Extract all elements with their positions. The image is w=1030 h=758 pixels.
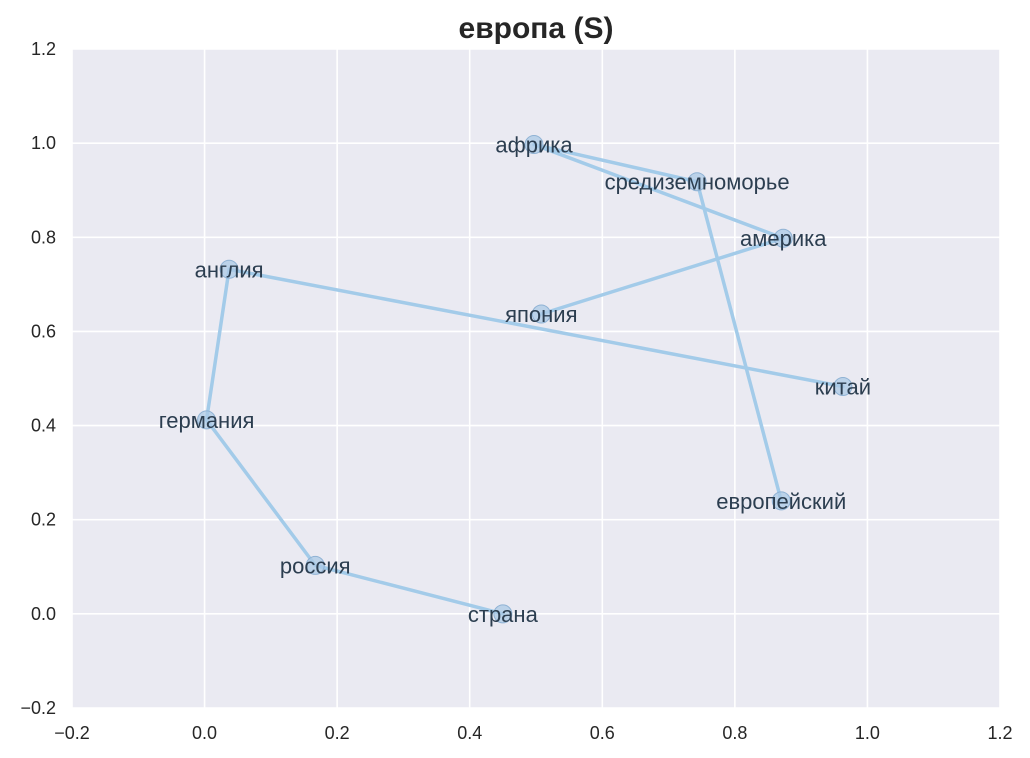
- chart-title: европа (S): [459, 12, 614, 45]
- x-tick-label: 0.2: [325, 723, 350, 743]
- y-tick-label: 0.4: [31, 416, 56, 436]
- y-tick-label: 0.0: [31, 604, 56, 624]
- point-labels: страна россия германия англия китай япония аме…: [159, 133, 871, 627]
- data-points: [197, 135, 853, 624]
- point-label: америка: [740, 226, 827, 251]
- point-label: страна: [468, 602, 539, 627]
- x-tick-label: −0.2: [54, 723, 90, 743]
- x-axis-ticks: −0.2 0.0 0.2 0.4 0.6 0.8 1.0 1.2: [54, 723, 1012, 743]
- data-point: [531, 304, 551, 324]
- point-label: россия: [280, 553, 351, 578]
- point-label: европейский: [716, 489, 846, 514]
- data-point: [833, 377, 853, 397]
- x-tick-label: 1.2: [987, 723, 1012, 743]
- y-tick-label: 1.2: [31, 39, 56, 59]
- y-tick-label: 0.6: [31, 321, 56, 341]
- x-tick-label: 1.0: [855, 723, 880, 743]
- y-tick-label: 1.0: [31, 133, 56, 153]
- y-tick-label: 0.8: [31, 227, 56, 247]
- data-point: [524, 135, 544, 155]
- x-tick-label: 0.4: [457, 723, 482, 743]
- y-tick-label: −0.2: [20, 698, 56, 718]
- point-label: германия: [159, 408, 255, 433]
- data-point: [773, 228, 793, 248]
- data-point: [771, 491, 791, 511]
- data-point: [687, 172, 707, 192]
- x-tick-label: 0.0: [192, 723, 217, 743]
- x-tick-label: 0.8: [722, 723, 747, 743]
- y-axis-ticks: −0.2 0.0 0.2 0.4 0.6 0.8 1.0 1.2: [20, 39, 56, 718]
- data-point: [197, 410, 217, 430]
- point-label: китай: [815, 375, 871, 400]
- data-point: [493, 604, 513, 624]
- data-point: [219, 259, 239, 279]
- point-label: африка: [495, 133, 573, 158]
- x-tick-label: 0.6: [590, 723, 615, 743]
- point-label: англия: [195, 257, 264, 282]
- data-point: [305, 555, 325, 575]
- point-label: япония: [505, 302, 577, 327]
- y-tick-label: 0.2: [31, 510, 56, 530]
- point-label: средиземноморье: [605, 170, 790, 195]
